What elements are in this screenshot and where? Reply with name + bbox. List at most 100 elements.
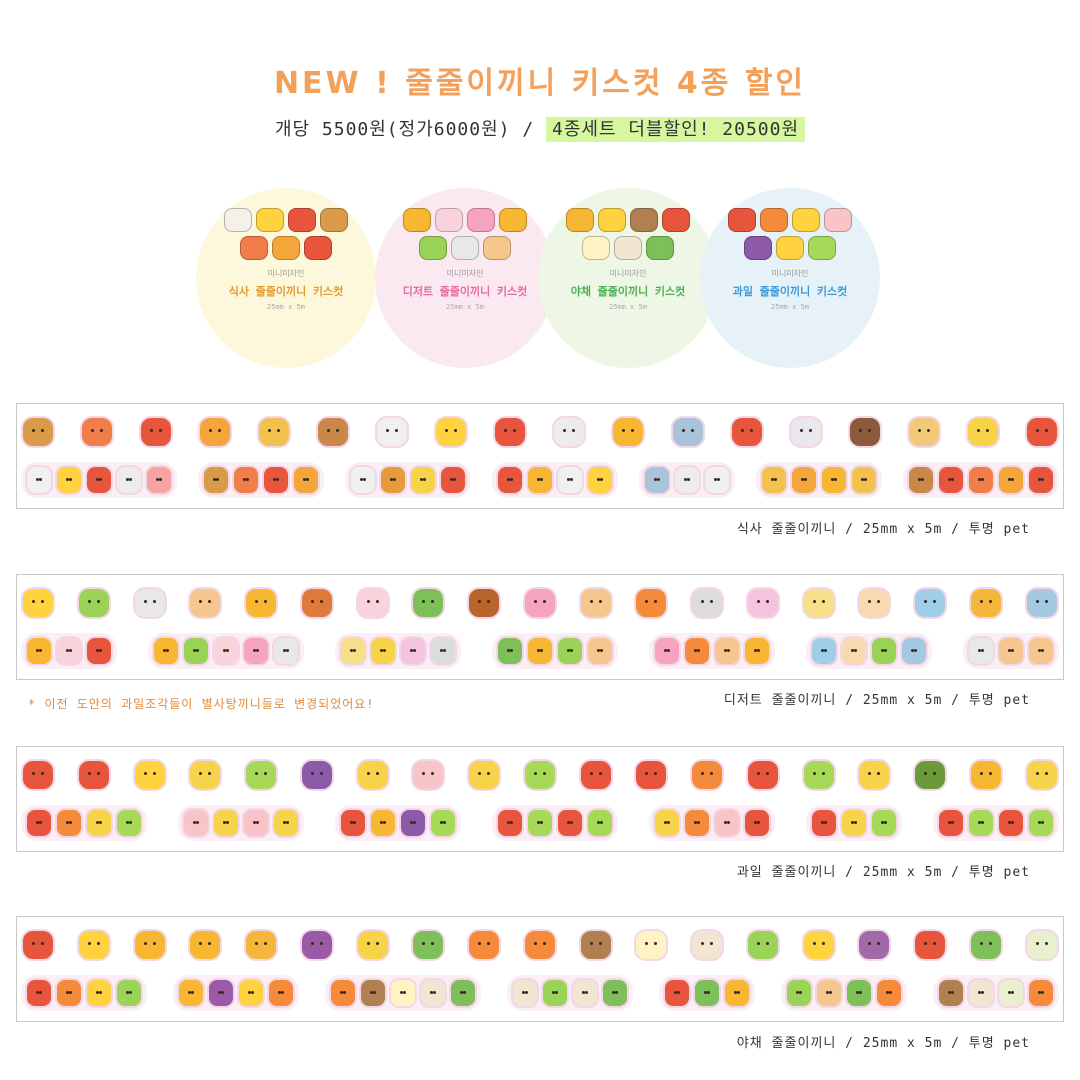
food-sticker-icon: [320, 208, 348, 232]
food-sticker-icon: [870, 808, 898, 838]
food-sticker-icon: [25, 465, 53, 495]
food-sticker-icon: [272, 636, 300, 666]
product-circle-1: 미니미자인 디저트 줄줄이끼니 키스컷 25mm x 5m: [375, 188, 555, 368]
sticker-chain: [335, 633, 461, 669]
food-sticker-icon: [646, 236, 674, 260]
food-sticker-icon: [937, 808, 965, 838]
food-sticker-icon: [601, 978, 629, 1008]
sticker-row-groups: [21, 629, 1059, 673]
sticker-chain: [21, 975, 147, 1011]
food-sticker-icon: [690, 759, 725, 791]
sticker-chain: [806, 633, 932, 669]
food-sticker-icon: [212, 636, 240, 666]
food-sticker-icon: [937, 465, 965, 495]
food-sticker-icon: [522, 587, 557, 619]
sticker-chain: [756, 462, 882, 498]
food-sticker-icon: [790, 465, 818, 495]
food-sticker-icon: [256, 208, 284, 232]
sticker-chain: [806, 805, 902, 841]
food-sticker-icon: [801, 587, 836, 619]
food-sticker-icon: [403, 208, 431, 232]
product-name: 식사 줄줄이끼니 키스컷: [228, 285, 344, 298]
food-sticker-icon: [80, 416, 115, 448]
food-sticker-icon: [496, 465, 524, 495]
food-sticker-icon: [713, 636, 741, 666]
food-sticker-icon: [242, 636, 270, 666]
food-sticker-icon: [409, 465, 437, 495]
food-sticker-icon: [634, 929, 669, 961]
food-sticker-icon: [244, 759, 279, 791]
food-sticker-icon: [906, 416, 941, 448]
food-sticker-icon: [21, 416, 55, 448]
food-sticker-icon: [937, 978, 965, 1008]
food-sticker-icon: [21, 759, 55, 791]
sticker-chain: [507, 975, 633, 1011]
strip-dessert: [16, 574, 1064, 680]
food-sticker-icon: [690, 587, 725, 619]
food-sticker-icon: [132, 587, 167, 619]
product-size: 25mm x 5m: [609, 303, 647, 311]
food-sticker-icon: [434, 416, 469, 448]
sticker-chain: [659, 975, 755, 1011]
food-sticker-icon: [907, 465, 935, 495]
food-sticker-icon: [850, 465, 878, 495]
food-sticker-icon: [820, 465, 848, 495]
food-sticker-icon: [522, 929, 557, 961]
strip-fruit: [16, 746, 1064, 852]
food-sticker-icon: [369, 808, 397, 838]
food-sticker-icon: [586, 808, 614, 838]
food-sticker-icon: [339, 808, 367, 838]
food-sticker-icon: [511, 978, 539, 1008]
food-sticker-icon: [435, 208, 463, 232]
food-sticker-icon: [272, 236, 300, 260]
food-sticker-icon: [801, 759, 836, 791]
food-sticker-icon: [997, 636, 1025, 666]
food-sticker-icon: [493, 416, 528, 448]
food-sticker-icon: [571, 978, 599, 1008]
sticker-chain: [198, 462, 324, 498]
food-sticker-icon: [115, 465, 143, 495]
food-sticker-icon: [115, 808, 143, 838]
food-sticker-icon: [663, 978, 691, 1008]
product-brand: 미니미자인: [609, 269, 647, 278]
food-sticker-icon: [299, 759, 334, 791]
food-sticker-icon: [586, 465, 614, 495]
food-sticker-icon: [840, 636, 868, 666]
food-sticker-icon: [316, 416, 351, 448]
food-sticker-icon: [399, 808, 427, 838]
food-sticker-icon: [810, 636, 838, 666]
food-sticker-icon: [389, 978, 417, 1008]
food-sticker-icon: [776, 236, 804, 260]
food-sticker-icon: [857, 587, 892, 619]
food-sticker-icon: [1024, 759, 1059, 791]
food-sticker-icon: [670, 416, 705, 448]
food-sticker-icon: [467, 929, 502, 961]
food-sticker-icon: [329, 978, 357, 1008]
food-sticker-icon: [355, 587, 390, 619]
food-sticker-icon: [25, 636, 53, 666]
food-sticker-icon: [419, 978, 447, 1008]
sticker-chain: [963, 633, 1059, 669]
sticker-chain: [173, 975, 299, 1011]
food-sticker-icon: [202, 465, 230, 495]
food-sticker-icon: [653, 808, 681, 838]
food-sticker-icon: [556, 465, 584, 495]
food-sticker-icon: [182, 636, 210, 666]
food-sticker-icon: [578, 759, 613, 791]
food-sticker-icon: [744, 236, 772, 260]
food-sticker-icon: [25, 978, 53, 1008]
food-sticker-icon: [552, 416, 587, 448]
food-sticker-icon: [969, 587, 1004, 619]
food-sticker-icon: [85, 808, 113, 838]
sticker-chain: [492, 633, 618, 669]
page-title: NEW ! 줄줄이끼니 키스컷 4종 할인: [273, 66, 807, 101]
sticker-row-single: [21, 410, 1059, 454]
food-sticker-icon: [267, 978, 295, 1008]
food-sticker-icon: [578, 587, 613, 619]
food-sticker-icon: [997, 808, 1025, 838]
food-sticker-icon: [467, 587, 502, 619]
food-sticker-icon: [76, 587, 111, 619]
food-sticker-icon: [745, 587, 780, 619]
sticker-chain: [325, 975, 481, 1011]
set-price-highlight: 4종세트 더블할인! 20500원: [546, 117, 806, 142]
